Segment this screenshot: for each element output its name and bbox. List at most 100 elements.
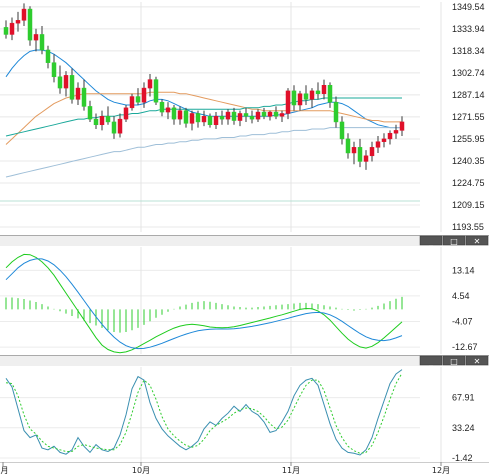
price-candle-45 [273,106,279,120]
price-candle-31 [189,110,195,131]
macd-y-axis: 13.14 4.54 -4.07 -12.67 [452,265,478,352]
price-candle-9 [57,65,63,94]
svg-text:_: _ [428,357,434,366]
price-candle-5 [33,28,39,52]
price-candle-37 [225,109,231,125]
price-candle-65 [393,124,399,139]
price-candle-39 [237,110,243,127]
macd-panel-buttons: _ □ ✕ [419,235,489,246]
stochastic-panel-minimize-button[interactable]: _ [419,355,443,366]
price-candle-61 [369,141,375,162]
price-candle-62 [375,136,381,153]
price-candle-34 [207,113,213,128]
price-candle-16 [99,110,105,131]
price-ma-line-3 [5,127,402,178]
price-candle-21 [129,93,135,111]
macd-panel-minimize-button[interactable]: _ [419,235,443,246]
stochastic-panel: 67.91 33.24 -1.42 [0,367,475,463]
price-candle-55 [333,96,339,128]
macd-y-tick-1: 4.54 [452,291,470,301]
stochastic-panel-maximize-button[interactable]: □ [442,355,466,366]
price-candle-24 [147,73,153,97]
svg-text:□: □ [450,237,458,246]
price-candle-57 [345,133,351,159]
price-candle-2 [15,11,21,32]
price-candle-20 [123,105,129,122]
stochastic-line-1 [5,372,403,454]
time-x-axis: 9月 10月 11月 12月 [0,462,489,475]
price-y-tick-6: 1255.95 [452,134,485,144]
stochastic-panel-close-button[interactable]: ✕ [465,355,489,366]
price-candle-28 [171,105,177,125]
price-candle-63 [381,133,387,148]
price-candle-52 [315,82,321,100]
price-candle-51 [309,88,315,108]
macd-panel-close-button[interactable]: ✕ [465,235,489,246]
price-candle-58 [351,141,357,165]
price-candle-18 [111,116,117,139]
macd-histogram [5,296,403,333]
stochastic-gridlines [0,367,442,462]
price-candle-54 [327,82,333,108]
price-candle-64 [387,130,393,145]
price-candle-56 [339,116,345,145]
price-candle-12 [75,82,81,106]
macd-panel-maximize-button[interactable]: □ [442,235,466,246]
macd-line-0 [5,253,403,354]
price-candle-41 [249,110,255,124]
price-candle-53 [321,79,327,100]
svg-text:_: _ [428,237,434,246]
price-candle-50 [303,85,309,106]
panel-separator-stochastic: _ □ ✕ [0,355,489,366]
price-candle-42 [255,109,261,122]
price-candle-47 [285,88,291,120]
macd-y-tick-0: 13.14 [452,265,475,275]
price-y-tick-1: 1333.94 [452,24,485,34]
price-candle-3 [21,3,27,26]
price-y-tick-2: 1318.34 [452,46,485,56]
price-candles [3,3,405,170]
price-gridlines [0,2,442,232]
price-candle-40 [243,107,249,122]
price-candle-0 [3,20,9,39]
price-candle-27 [165,102,171,120]
price-candle-14 [87,100,93,122]
macd-line-1 [5,258,403,350]
price-y-tick-9: 1209.15 [452,200,485,210]
macd-y-tick-2: -4.07 [452,317,473,327]
price-y-tick-0: 1349.54 [452,2,485,12]
macd-lines [5,253,403,354]
price-candle-23 [141,82,147,108]
price-candle-46 [279,110,285,122]
macd-y-tick-3: -12.67 [452,342,478,352]
price-candle-15 [93,113,99,129]
x-month-label-2: 11月 [282,466,300,475]
price-candle-30 [183,107,189,128]
price-y-tick-7: 1240.35 [452,156,485,166]
price-candle-10 [63,71,69,97]
price-candle-29 [177,106,183,125]
price-candle-49 [297,90,303,111]
price-candle-33 [201,110,207,127]
stochastic-panel-buttons: _ □ ✕ [419,355,489,366]
stochastic-lines [5,369,403,456]
stochastic-y-tick-1: 33.24 [452,423,475,433]
price-candle-66 [399,116,405,137]
svg-text:✕: ✕ [474,357,481,366]
panel-separator-macd: _ □ ✕ [0,235,489,246]
price-y-tick-8: 1224.75 [452,178,485,188]
svg-text:✕: ✕ [474,237,481,246]
price-candle-6 [39,25,45,55]
svg-text:□: □ [450,357,458,366]
price-candle-26 [159,99,165,117]
price-candle-59 [357,138,363,168]
price-candle-8 [51,54,57,83]
price-candle-38 [231,107,237,125]
price-candle-22 [135,88,141,106]
price-candle-36 [219,110,225,125]
price-y-tick-3: 1302.74 [452,68,485,78]
price-candle-43 [261,107,267,120]
price-candle-1 [9,17,15,41]
price-candle-13 [81,79,87,111]
